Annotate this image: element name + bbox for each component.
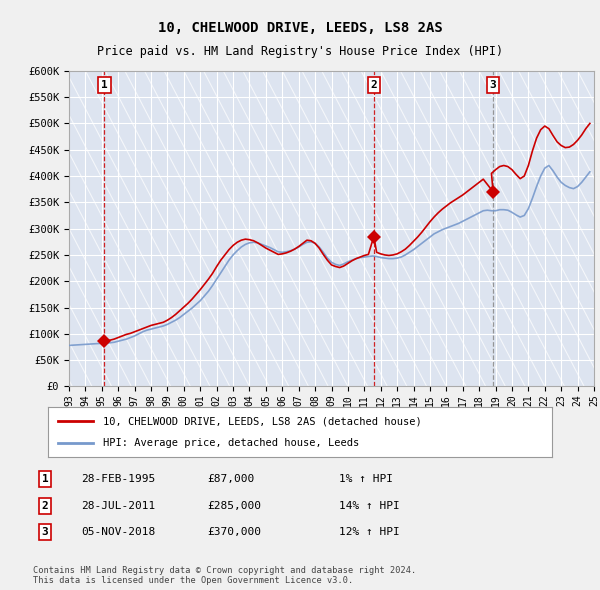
Text: £370,000: £370,000: [207, 527, 261, 537]
Text: 10, CHELWOOD DRIVE, LEEDS, LS8 2AS: 10, CHELWOOD DRIVE, LEEDS, LS8 2AS: [158, 21, 442, 35]
Text: 28-JUL-2011: 28-JUL-2011: [81, 501, 155, 510]
Text: 28-FEB-1995: 28-FEB-1995: [81, 474, 155, 484]
Text: 3: 3: [41, 527, 49, 537]
Text: 14% ↑ HPI: 14% ↑ HPI: [339, 501, 400, 510]
Text: 2: 2: [41, 501, 49, 510]
Text: £87,000: £87,000: [207, 474, 254, 484]
Text: 1% ↑ HPI: 1% ↑ HPI: [339, 474, 393, 484]
Text: Contains HM Land Registry data © Crown copyright and database right 2024.
This d: Contains HM Land Registry data © Crown c…: [33, 566, 416, 585]
Text: 05-NOV-2018: 05-NOV-2018: [81, 527, 155, 537]
Text: 10, CHELWOOD DRIVE, LEEDS, LS8 2AS (detached house): 10, CHELWOOD DRIVE, LEEDS, LS8 2AS (deta…: [103, 416, 422, 426]
Text: Price paid vs. HM Land Registry's House Price Index (HPI): Price paid vs. HM Land Registry's House …: [97, 45, 503, 58]
Text: £285,000: £285,000: [207, 501, 261, 510]
Text: HPI: Average price, detached house, Leeds: HPI: Average price, detached house, Leed…: [103, 438, 359, 448]
Text: 3: 3: [490, 80, 496, 90]
Text: 1: 1: [101, 80, 108, 90]
Text: 12% ↑ HPI: 12% ↑ HPI: [339, 527, 400, 537]
Text: 1: 1: [41, 474, 49, 484]
Text: 2: 2: [370, 80, 377, 90]
